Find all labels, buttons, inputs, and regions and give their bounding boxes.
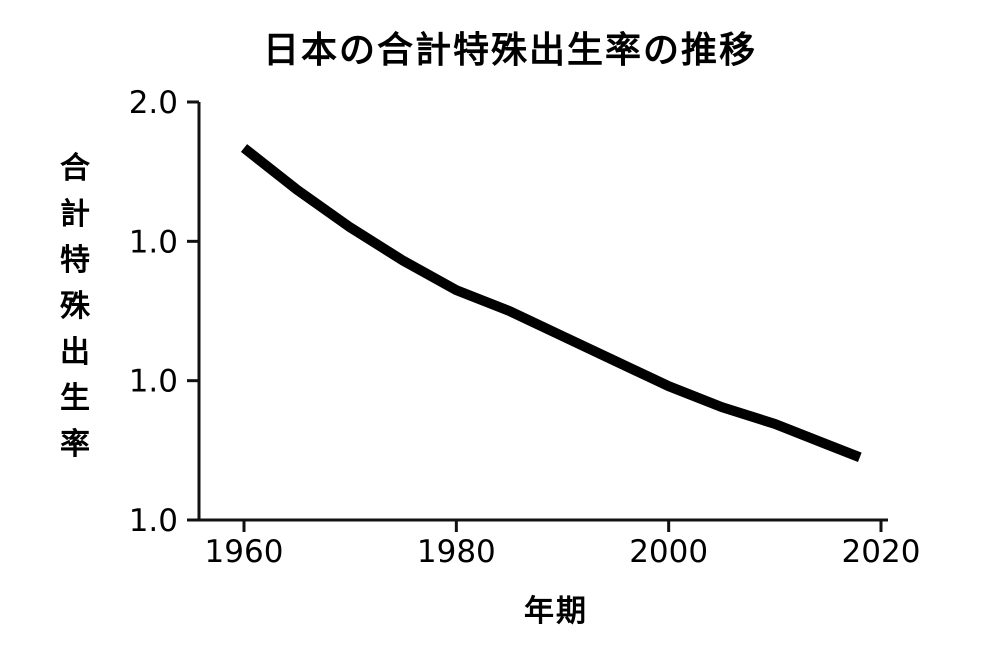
- y-tick-label: 1.0: [129, 224, 178, 260]
- y-axis-ticks: 2.0 1.0 1.0 1.0: [129, 85, 199, 539]
- y-axis-label-char: 出: [60, 335, 90, 370]
- y-tick-label: 1.0: [129, 364, 178, 400]
- x-tick-label: 2020: [842, 534, 921, 570]
- x-axis-label: 年期: [524, 594, 588, 629]
- y-axis-label-char: 率: [60, 427, 90, 462]
- y-axis-label-char: 特: [60, 243, 90, 278]
- y-tick-label: 1.0: [129, 503, 178, 539]
- y-axis-label-char: 殊: [60, 289, 91, 324]
- x-tick-label: 1980: [417, 534, 496, 570]
- x-tick-label: 2000: [629, 534, 708, 570]
- y-axis-label: 合計特殊出生率: [60, 151, 91, 462]
- y-tick-label: 2.0: [129, 85, 178, 121]
- y-axis-label-char: 計: [60, 197, 90, 232]
- x-tick-label: 1960: [205, 534, 284, 570]
- y-axis-label-char: 合: [60, 151, 90, 186]
- x-axis-ticks: 1960 1980 2000 2020: [205, 520, 921, 570]
- y-axis-label-char: 生: [60, 381, 90, 416]
- series-line: [240, 144, 862, 462]
- chart-title: 日本の合計特殊出生率の推移: [263, 30, 757, 71]
